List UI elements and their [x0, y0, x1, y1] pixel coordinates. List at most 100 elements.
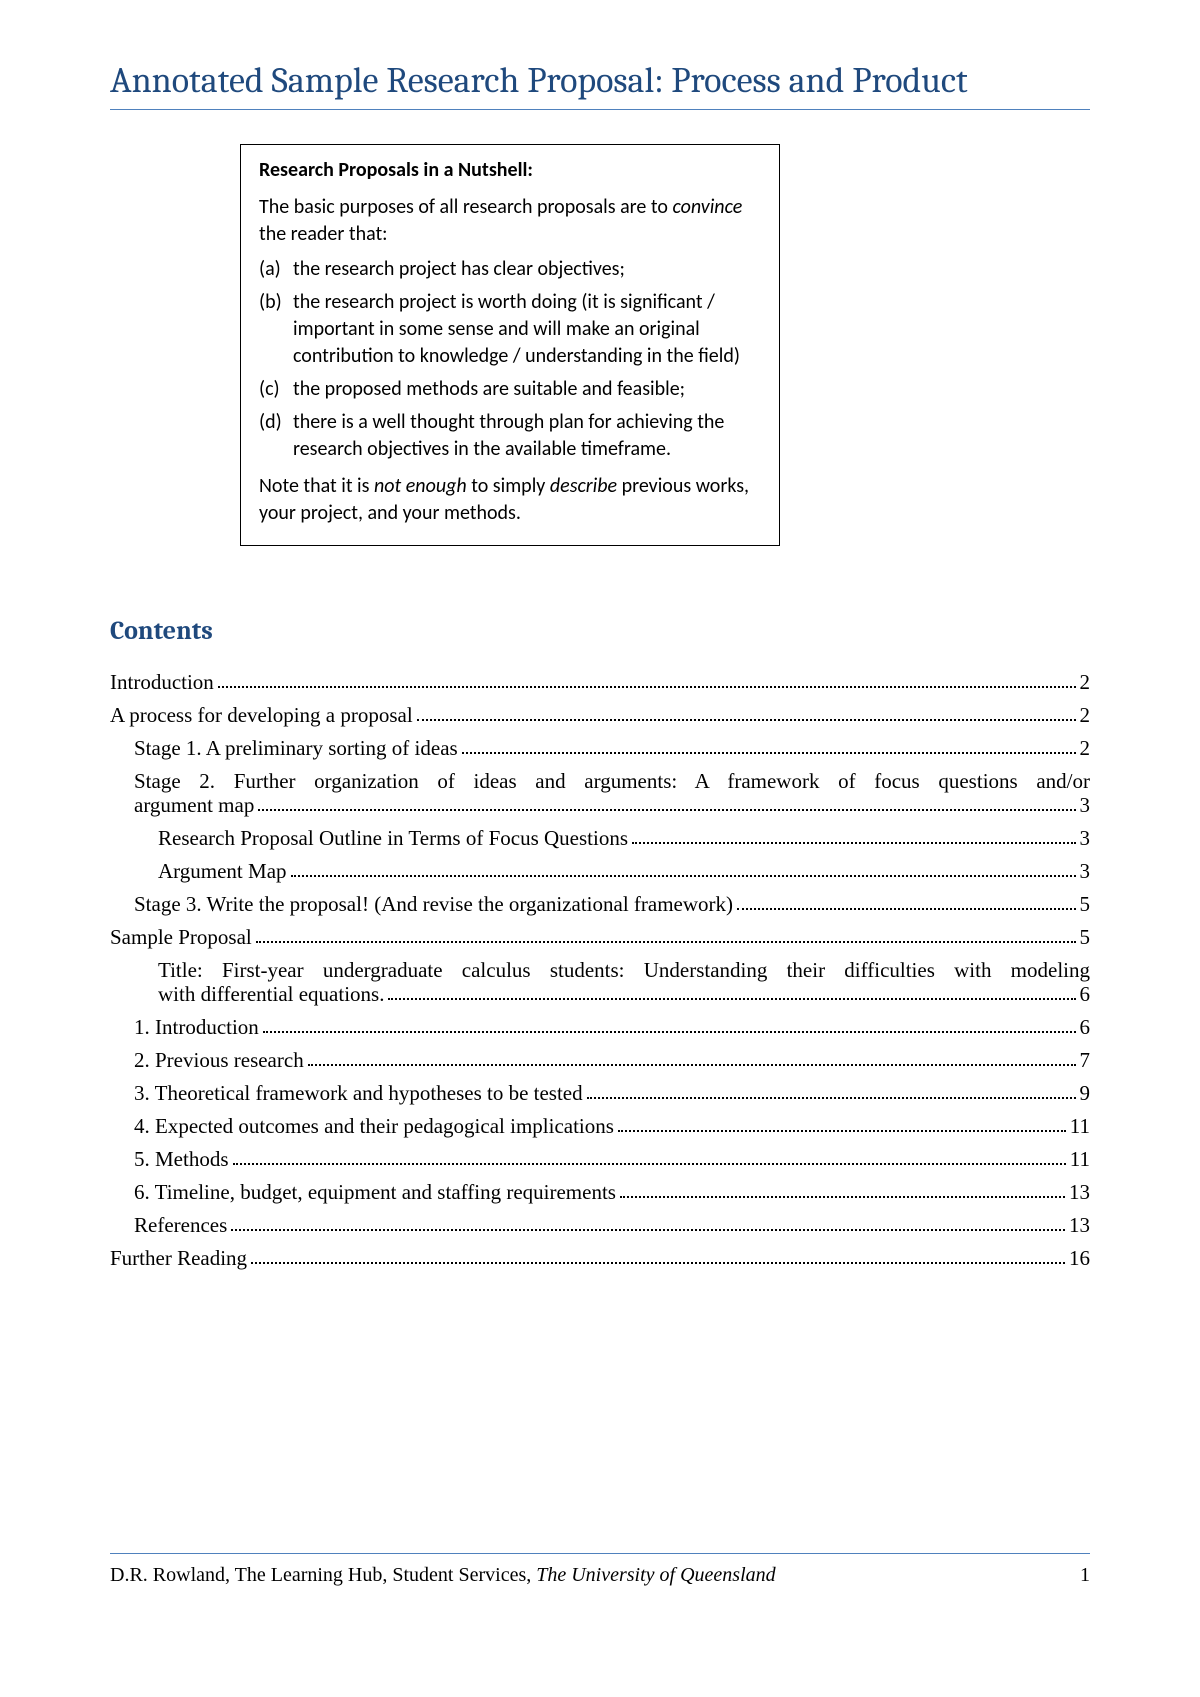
nutshell-intro-emph: convince	[672, 195, 742, 219]
toc-text-line: Stage 2. Further organization of ideas a…	[134, 771, 1090, 792]
toc-entry[interactable]: References 13	[110, 1215, 1090, 1236]
toc-leader	[587, 1097, 1076, 1099]
toc-text: argument map	[134, 795, 254, 816]
toc-leader	[263, 1031, 1076, 1033]
toc-text: 3. Theoretical framework and hypotheses …	[134, 1083, 583, 1104]
nutshell-note-emph: describe	[550, 474, 617, 498]
nutshell-item-label: (a)	[259, 256, 293, 283]
nutshell-note-pre: Note that it is	[259, 474, 374, 498]
nutshell-item-text: the proposed methods are suitable and fe…	[293, 376, 685, 403]
nutshell-intro-pre: The basic purposes of all research propo…	[259, 195, 672, 219]
toc-leader	[256, 941, 1076, 943]
toc-page-number: 13	[1069, 1215, 1090, 1236]
toc-text: 2. Previous research	[134, 1050, 304, 1071]
toc-leader	[618, 1130, 1066, 1132]
toc-text: 4. Expected outcomes and their pedagogic…	[134, 1116, 614, 1137]
toc-text: Research Proposal Outline in Terms of Fo…	[158, 828, 628, 849]
toc-leader	[231, 1229, 1065, 1231]
toc-leader	[632, 842, 1076, 844]
toc-entry[interactable]: A process for developing a proposal 2	[110, 705, 1090, 726]
toc-leader	[308, 1064, 1076, 1066]
nutshell-item-text: there is a well thought through plan for…	[293, 409, 761, 463]
toc-entry[interactable]: Further Reading 16	[110, 1248, 1090, 1269]
toc-leader	[737, 908, 1075, 910]
toc-page-number: 13	[1069, 1182, 1090, 1203]
toc-text-line: Title: First-year undergraduate calculus…	[158, 960, 1090, 981]
toc-page-number: 6	[1080, 984, 1091, 1005]
toc-page-number: 16	[1069, 1248, 1090, 1269]
toc-leader	[462, 752, 1076, 754]
toc-text: with differential equations.	[158, 984, 384, 1005]
nutshell-item-label: (b)	[259, 289, 293, 370]
toc-page-number: 9	[1080, 1083, 1091, 1104]
toc-entry[interactable]: 4. Expected outcomes and their pedagogic…	[110, 1116, 1090, 1137]
toc-text: Further Reading	[110, 1248, 247, 1269]
nutshell-item-text: the research project has clear objective…	[293, 256, 625, 283]
nutshell-item: (a)the research project has clear object…	[259, 256, 761, 283]
toc-page-number: 3	[1080, 861, 1091, 882]
toc-entry[interactable]: Stage 3. Write the proposal! (And revise…	[110, 894, 1090, 915]
toc-page-number: 2	[1080, 672, 1091, 693]
toc-text: Argument Map	[158, 861, 287, 882]
toc-entry[interactable]: 2. Previous research 7	[110, 1050, 1090, 1071]
toc-leader	[233, 1163, 1066, 1165]
toc-entry[interactable]: Sample Proposal 5	[110, 927, 1090, 948]
nutshell-note-mid: to simply	[467, 474, 550, 498]
contents-heading: Contents	[110, 616, 1090, 646]
toc-entry[interactable]: Title: First-year undergraduate calculus…	[110, 960, 1090, 1005]
toc-leader	[291, 875, 1076, 877]
nutshell-item-label: (d)	[259, 409, 293, 463]
nutshell-intro: The basic purposes of all research propo…	[259, 194, 761, 248]
nutshell-item: (b)the research project is worth doing (…	[259, 289, 761, 370]
toc-text: Sample Proposal	[110, 927, 252, 948]
nutshell-note-emph: not enough	[374, 474, 467, 498]
nutshell-intro-post: the reader that:	[259, 222, 388, 246]
toc-page-number: 5	[1080, 894, 1091, 915]
toc-text: 6. Timeline, budget, equipment and staff…	[134, 1182, 616, 1203]
toc-text: 1. Introduction	[134, 1017, 259, 1038]
toc-entry[interactable]: Argument Map 3	[110, 861, 1090, 882]
toc-page-number: 3	[1080, 828, 1091, 849]
toc-leader	[620, 1196, 1065, 1198]
toc-text: Stage 1. A preliminary sorting of ideas	[134, 738, 458, 759]
toc-entry[interactable]: Research Proposal Outline in Terms of Fo…	[110, 828, 1090, 849]
toc-page-number: 2	[1080, 705, 1091, 726]
toc-leader	[417, 719, 1076, 721]
toc-text: 5. Methods	[134, 1149, 229, 1170]
nutshell-list: (a)the research project has clear object…	[259, 256, 761, 463]
nutshell-box: Research Proposals in a Nutshell: The ba…	[240, 144, 780, 546]
nutshell-item: (c)the proposed methods are suitable and…	[259, 376, 761, 403]
toc-leader	[218, 686, 1076, 688]
toc-page-number: 3	[1080, 795, 1091, 816]
toc-entry[interactable]: Stage 2. Further organization of ideas a…	[110, 771, 1090, 816]
toc-text: A process for developing a proposal	[110, 705, 413, 726]
toc-page-number: 5	[1080, 927, 1091, 948]
toc-leader	[258, 809, 1075, 811]
toc-leader	[388, 998, 1075, 1000]
nutshell-heading: Research Proposals in a Nutshell:	[259, 157, 761, 184]
toc-entry[interactable]: 3. Theoretical framework and hypotheses …	[110, 1083, 1090, 1104]
toc-page-number: 7	[1080, 1050, 1091, 1071]
toc-leader	[251, 1262, 1065, 1264]
toc-page-number: 11	[1070, 1116, 1090, 1137]
toc-page-number: 6	[1080, 1017, 1091, 1038]
toc-entry[interactable]: 1. Introduction 6	[110, 1017, 1090, 1038]
footer-author: D.R. Rowland, The Learning Hub, Student …	[110, 1564, 536, 1586]
toc-entry[interactable]: Introduction 2	[110, 672, 1090, 693]
toc-entry[interactable]: 6. Timeline, budget, equipment and staff…	[110, 1182, 1090, 1203]
toc-text: References	[134, 1215, 227, 1236]
toc-text: Stage 3. Write the proposal! (And revise…	[134, 894, 733, 915]
page-footer: D.R. Rowland, The Learning Hub, Student …	[110, 1553, 1090, 1587]
toc-page-number: 11	[1070, 1149, 1090, 1170]
footer-text: D.R. Rowland, The Learning Hub, Student …	[110, 1564, 776, 1587]
page-title: Annotated Sample Research Proposal: Proc…	[110, 60, 1090, 110]
nutshell-item-label: (c)	[259, 376, 293, 403]
footer-institution: The University of Queensland	[536, 1564, 775, 1586]
toc-entry[interactable]: Stage 1. A preliminary sorting of ideas2	[110, 738, 1090, 759]
nutshell-note: Note that it is not enough to simply des…	[259, 473, 761, 527]
toc-text: Introduction	[110, 672, 214, 693]
nutshell-item-text: the research project is worth doing (it …	[293, 289, 761, 370]
table-of-contents: Introduction2A process for developing a …	[110, 672, 1090, 1269]
toc-entry[interactable]: 5. Methods 11	[110, 1149, 1090, 1170]
nutshell-item: (d)there is a well thought through plan …	[259, 409, 761, 463]
